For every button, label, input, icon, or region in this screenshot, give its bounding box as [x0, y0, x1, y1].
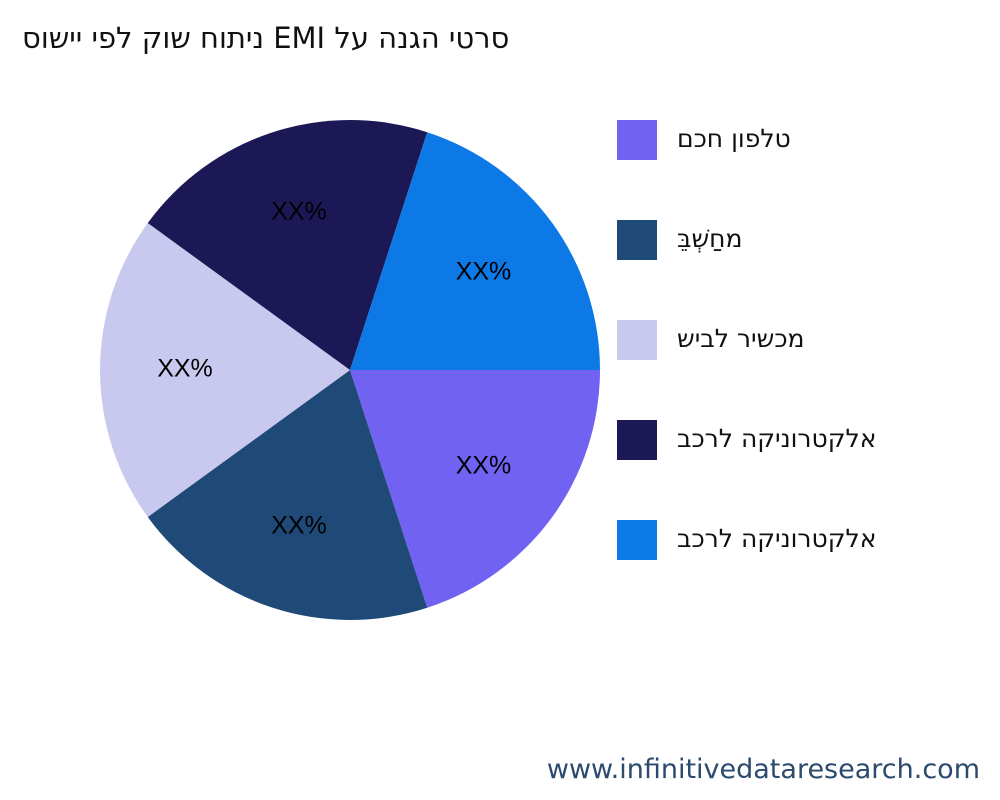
legend-swatch [617, 120, 657, 160]
data-label: XX% [456, 452, 512, 480]
legend-swatch [617, 320, 657, 360]
data-label: XX% [271, 512, 327, 540]
legend-label: בכרל הקינורטקלא [677, 424, 876, 453]
data-label: XX% [271, 198, 327, 226]
pie-slice [147, 370, 428, 620]
legend-swatch [617, 220, 657, 260]
chart-title: סושיי יפל קוש חותינ EMI לע הנגה יטרס [22, 21, 509, 55]
legend-swatch [617, 420, 657, 460]
pie-slice [147, 120, 428, 370]
legend-swatch [617, 520, 657, 560]
data-label: XX% [157, 355, 213, 383]
pie-slice [350, 132, 600, 370]
footer: www.infinitivedataresearch.com [547, 754, 980, 785]
data-label: XX% [456, 258, 512, 286]
pie-slice [100, 223, 350, 517]
legend-label: בכרל הקינורטקלא [677, 524, 876, 553]
pie-slice [350, 370, 600, 608]
legend-label: שיבל רישכמ [677, 324, 805, 353]
legend-label: םכח ןופלט [677, 124, 791, 153]
legend-label: בֵּשְׁחַמ [677, 224, 742, 253]
